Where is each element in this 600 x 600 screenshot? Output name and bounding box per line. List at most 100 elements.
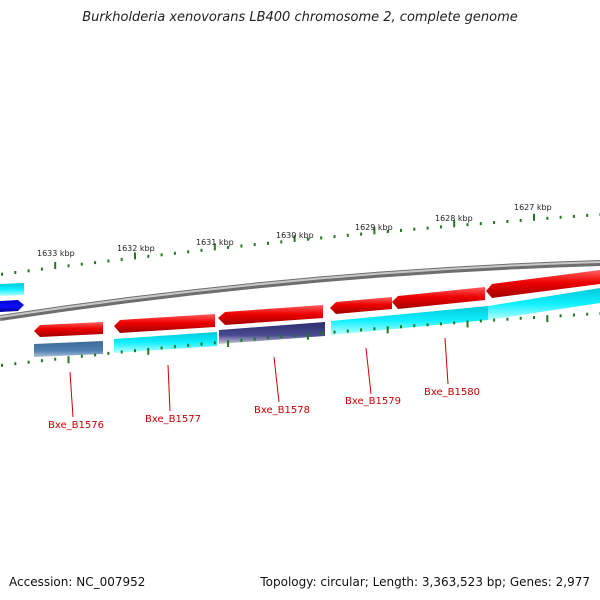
outer-scale-ticks <box>1 213 600 276</box>
scale-label: 1633 kbp <box>37 249 75 258</box>
minor-tick <box>333 235 336 239</box>
accession-text: Accession: NC_007952 <box>9 575 146 589</box>
scale-label: 1629 kbp <box>355 223 393 232</box>
minor-tick <box>27 269 30 273</box>
minor-tick <box>94 261 97 265</box>
minor-tick <box>439 322 442 326</box>
minor-tick <box>187 250 190 254</box>
minor-tick <box>147 254 150 258</box>
minor-tick <box>346 329 349 333</box>
minor-tick <box>572 214 575 218</box>
minor-tick <box>107 259 110 263</box>
minor-tick <box>240 338 243 342</box>
minor-tick <box>572 313 575 317</box>
minor-tick <box>400 325 402 329</box>
partial-feature-cyan <box>0 283 24 296</box>
gene-arrow <box>218 305 323 325</box>
minor-tick <box>320 236 323 240</box>
minor-tick <box>400 228 402 232</box>
major-tick <box>386 326 389 334</box>
cds-block <box>331 306 488 335</box>
minor-tick <box>373 327 376 331</box>
gene-label: Bxe_B1580 <box>424 387 480 398</box>
major-tick <box>546 315 549 323</box>
minor-tick <box>80 262 83 266</box>
minor-tick <box>94 353 97 357</box>
major-tick <box>147 347 150 355</box>
cds-block <box>34 341 103 357</box>
major-tick <box>227 340 230 347</box>
minor-tick <box>333 330 336 334</box>
minor-tick <box>227 245 230 249</box>
minor-tick <box>439 225 442 229</box>
gene-arrow <box>34 322 103 337</box>
minor-tick <box>413 227 416 231</box>
gene-label: Bxe_B1579 <box>345 396 401 407</box>
scale-label: 1627 kbp <box>514 203 552 212</box>
backbone-ring-highlight <box>0 261 600 318</box>
minor-tick <box>173 251 176 255</box>
minor-tick <box>253 243 256 247</box>
minor-tick <box>466 223 469 227</box>
minor-tick <box>267 241 269 245</box>
scale-label: 1628 kbp <box>435 214 473 223</box>
cds-block <box>219 322 325 344</box>
minor-tick <box>160 253 163 257</box>
minor-tick <box>14 362 17 366</box>
inner-scale-ticks <box>1 312 600 367</box>
minor-tick <box>280 240 283 244</box>
minor-tick <box>360 328 363 332</box>
scale-label: 1632 kbp <box>117 244 155 253</box>
minor-tick <box>426 226 429 230</box>
minor-tick <box>160 346 163 350</box>
label-leader-line <box>273 356 280 403</box>
minor-tick <box>533 316 535 319</box>
minor-tick <box>27 360 30 364</box>
minor-tick <box>386 230 389 234</box>
minor-tick <box>120 350 123 354</box>
backbone-ring <box>0 260 600 321</box>
minor-tick <box>586 213 589 217</box>
minor-tick <box>1 363 3 367</box>
minor-tick <box>519 218 522 222</box>
major-tick <box>466 320 469 328</box>
label-leader-line <box>444 337 449 385</box>
minor-tick <box>253 337 256 341</box>
major-tick <box>373 227 376 235</box>
minor-tick <box>120 257 123 261</box>
minor-tick <box>107 351 110 355</box>
minor-tick <box>546 216 549 220</box>
gene-label: Bxe_B1577 <box>145 414 201 425</box>
scale-label: 1630 kbp <box>276 231 314 240</box>
minor-tick <box>67 264 70 268</box>
minor-tick <box>200 248 203 252</box>
major-tick <box>134 252 136 260</box>
major-tick <box>453 220 456 228</box>
minor-tick <box>293 334 296 337</box>
minor-tick <box>306 237 309 241</box>
major-tick <box>213 243 216 251</box>
gene-label: Bxe_B1576 <box>48 420 104 431</box>
major-tick <box>533 213 535 221</box>
gene-arrow <box>486 270 600 298</box>
label-leader-line <box>69 371 74 418</box>
minor-tick <box>493 318 496 322</box>
major-tick <box>67 356 70 364</box>
minor-tick <box>346 233 349 237</box>
minor-tick <box>559 314 562 318</box>
minor-tick <box>40 359 43 363</box>
minor-tick <box>280 335 283 339</box>
minor-tick <box>493 221 496 224</box>
minor-tick <box>506 317 509 321</box>
minor-tick <box>40 267 43 271</box>
map-title: Burkholderia xenovorans LB400 chromosome… <box>82 10 518 25</box>
minor-tick <box>267 336 269 340</box>
major-tick <box>293 235 296 242</box>
minor-tick <box>80 354 83 358</box>
minor-tick <box>453 321 456 325</box>
major-tick <box>54 262 57 269</box>
label-leader-line <box>365 347 372 395</box>
minor-tick <box>187 343 190 347</box>
minor-tick <box>14 271 17 274</box>
